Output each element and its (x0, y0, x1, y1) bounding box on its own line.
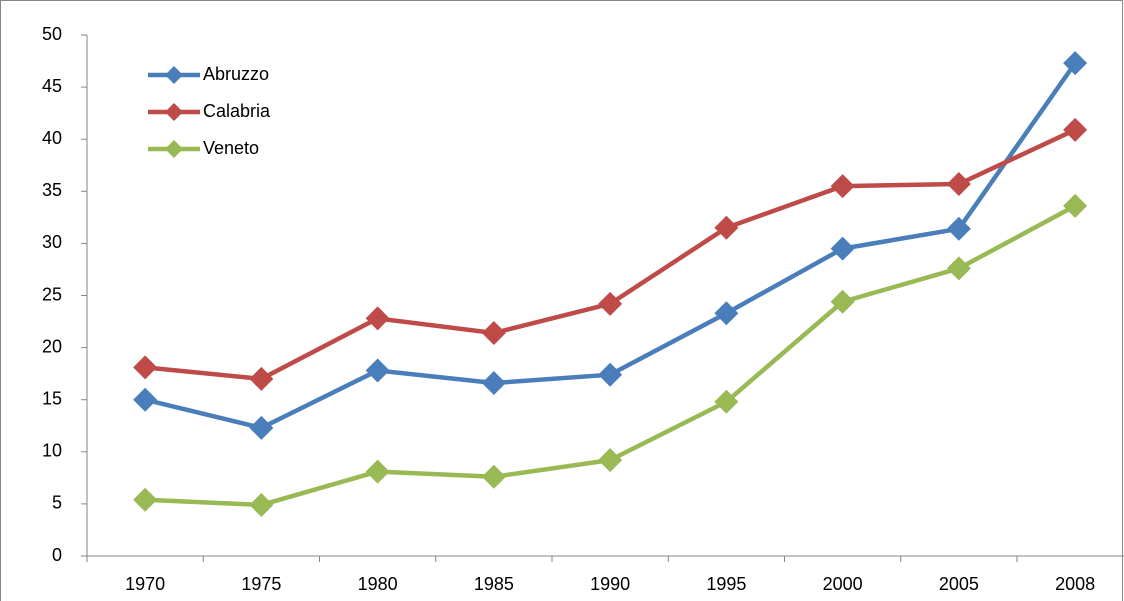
x-tick-label: 2000 (823, 574, 863, 594)
point-marker (598, 362, 623, 387)
legend-marker (165, 66, 183, 84)
y-tick-label: 0 (52, 545, 62, 565)
point-marker (946, 256, 971, 281)
legend-marker (165, 140, 183, 158)
x-tick-label: 2008 (1055, 574, 1095, 594)
point-marker (133, 387, 158, 412)
x-tick-label: 1995 (706, 574, 746, 594)
x-tick-label: 1970 (125, 574, 165, 594)
point-marker (365, 358, 390, 383)
point-marker (481, 464, 506, 489)
point-marker (249, 415, 274, 440)
point-marker (133, 355, 158, 380)
y-tick-label: 35 (42, 180, 62, 200)
y-tick-label: 30 (42, 232, 62, 252)
point-marker (1063, 193, 1088, 218)
point-marker (481, 371, 506, 396)
point-marker (946, 216, 971, 241)
y-tick-label: 5 (52, 493, 62, 513)
y-tick-label: 10 (42, 441, 62, 461)
point-marker (249, 366, 274, 391)
legend-label: Abruzzo (203, 64, 269, 84)
x-tick-label: 1975 (241, 574, 281, 594)
point-marker (365, 459, 390, 484)
point-marker (830, 236, 855, 261)
point-marker (133, 487, 158, 512)
y-tick-label: 45 (42, 76, 62, 96)
legend-label: Veneto (203, 138, 259, 158)
point-marker (714, 389, 739, 414)
point-marker (1063, 51, 1088, 76)
y-tick-label: 20 (42, 336, 62, 356)
point-marker (714, 301, 739, 326)
point-marker (598, 448, 623, 473)
y-tick-label: 50 (42, 24, 62, 44)
point-marker (481, 321, 506, 346)
legend-marker (165, 103, 183, 121)
x-tick-label: 2005 (939, 574, 979, 594)
point-marker (365, 306, 390, 331)
point-marker (598, 291, 623, 316)
y-tick-label: 25 (42, 284, 62, 304)
y-tick-label: 15 (42, 388, 62, 408)
y-tick-label: 40 (42, 128, 62, 148)
point-marker (830, 289, 855, 314)
point-marker (830, 174, 855, 199)
point-marker (249, 492, 274, 517)
legend-label: Calabria (203, 101, 271, 121)
x-tick-label: 1980 (358, 574, 398, 594)
point-marker (714, 215, 739, 240)
x-tick-label: 1990 (590, 574, 630, 594)
x-tick-label: 1985 (474, 574, 514, 594)
point-marker (1063, 117, 1088, 142)
point-marker (946, 172, 971, 197)
